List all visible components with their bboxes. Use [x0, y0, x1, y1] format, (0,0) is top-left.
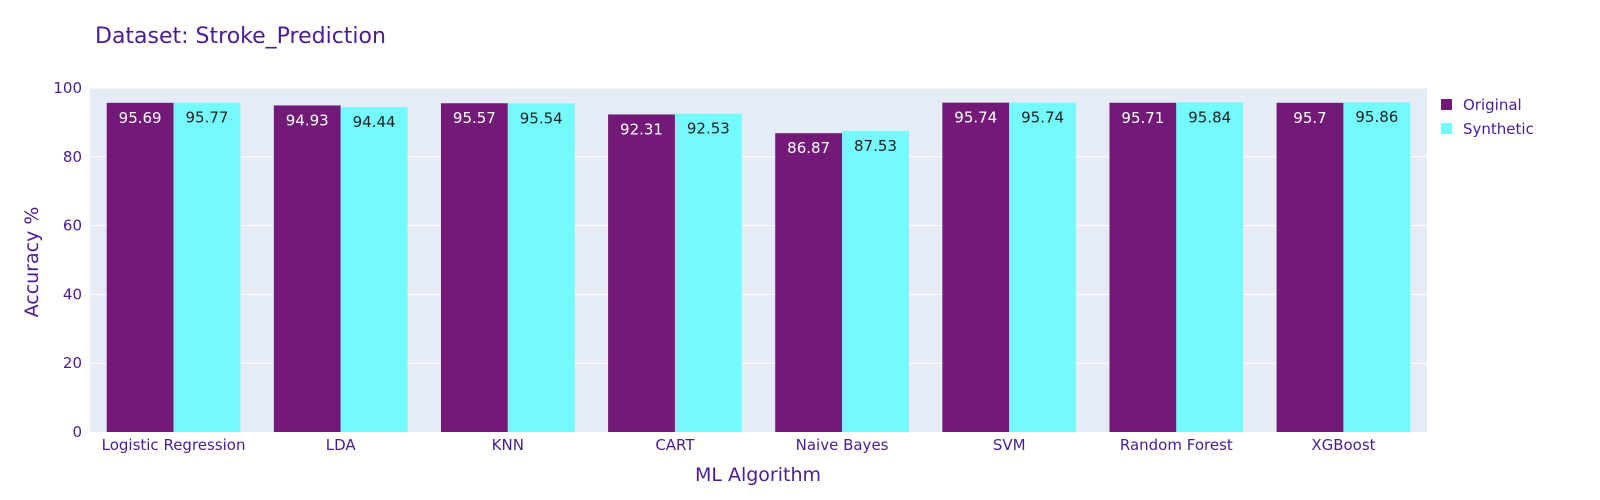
bar-original-knn[interactable] — [440, 103, 508, 432]
bar-labels: 95.69 95.77 94.93 94.44 95.57 95.54 92.31 92.53… — [119, 108, 1399, 157]
bar-value-label: 95.57 — [453, 109, 496, 127]
bar-original-lda[interactable] — [273, 105, 341, 433]
bar-value-label: 95.54 — [520, 109, 563, 127]
bar-value-label: 95.74 — [1021, 109, 1064, 127]
y-tick-label: 60 — [63, 217, 82, 235]
bar-original-random-forest[interactable] — [1109, 102, 1177, 432]
bar-original-xgboost[interactable] — [1276, 102, 1344, 433]
x-axis-ticks: Logistic Regression LDA KNN CART Naive Bayes… — [102, 436, 1376, 454]
bar-value-label: 94.44 — [353, 113, 396, 131]
bar-value-label: 95.74 — [954, 109, 997, 127]
bar-value-label: 86.87 — [787, 139, 830, 157]
bar-synthetic-xgboost[interactable] — [1343, 102, 1411, 432]
x-tick-label: LDA — [326, 436, 357, 454]
bars — [106, 102, 1411, 433]
bar-value-label: 92.31 — [620, 120, 663, 138]
legend-label: Original — [1463, 96, 1522, 114]
legend[interactable]: Original Synthetic — [1441, 96, 1534, 138]
legend-label: Synthetic — [1463, 120, 1534, 138]
legend-item-synthetic[interactable]: Synthetic — [1441, 120, 1534, 138]
bar-synthetic-cart[interactable] — [674, 113, 742, 432]
bar-synthetic-lda[interactable] — [340, 107, 408, 432]
y-tick-label: 40 — [63, 285, 82, 303]
bar-original-logistic-regression[interactable] — [106, 102, 174, 432]
y-tick-label: 20 — [63, 354, 82, 372]
bar-value-label: 95.77 — [186, 109, 229, 127]
bar-value-label: 95.71 — [1121, 109, 1164, 127]
bar-value-label: 95.84 — [1188, 108, 1231, 126]
bar-value-label: 95.86 — [1355, 108, 1398, 126]
x-tick-label: Logistic Regression — [102, 436, 246, 454]
bar-synthetic-knn[interactable] — [507, 103, 575, 432]
bar-synthetic-logistic-regression[interactable] — [173, 102, 241, 432]
y-axis-ticks: 0 20 40 60 80 100 — [53, 79, 82, 441]
bar-value-label: 95.69 — [119, 109, 162, 127]
y-tick-label: 0 — [72, 423, 82, 441]
y-axis-title: Accuracy % — [21, 207, 43, 318]
bar-synthetic-svm[interactable] — [1009, 102, 1077, 432]
bar-original-svm[interactable] — [942, 102, 1010, 432]
bar-original-naive-bayes[interactable] — [775, 133, 843, 432]
y-tick-label: 80 — [63, 148, 82, 166]
bar-value-label: 87.53 — [854, 137, 897, 155]
legend-swatch — [1441, 123, 1452, 134]
bar-value-label: 94.93 — [286, 111, 329, 129]
x-tick-label: CART — [655, 436, 695, 454]
x-tick-label: KNN — [492, 436, 524, 454]
x-tick-label: XGBoost — [1311, 436, 1375, 454]
x-tick-label: Random Forest — [1120, 436, 1233, 454]
legend-item-original[interactable]: Original — [1441, 96, 1522, 114]
y-tick-label: 100 — [53, 79, 82, 97]
bar-value-label: 95.7 — [1293, 109, 1326, 127]
legend-swatch — [1441, 99, 1452, 110]
bar-synthetic-naive-bayes[interactable] — [842, 130, 909, 433]
bar-synthetic-random-forest[interactable] — [1176, 102, 1244, 433]
bar-original-cart[interactable] — [608, 114, 675, 432]
bar-value-label: 92.53 — [687, 120, 730, 138]
x-tick-label: Naive Bayes — [796, 436, 889, 454]
chart-title: Dataset: Stroke_Prediction — [95, 24, 386, 49]
x-tick-label: SVM — [993, 436, 1026, 454]
x-axis-title: ML Algorithm — [695, 464, 821, 486]
